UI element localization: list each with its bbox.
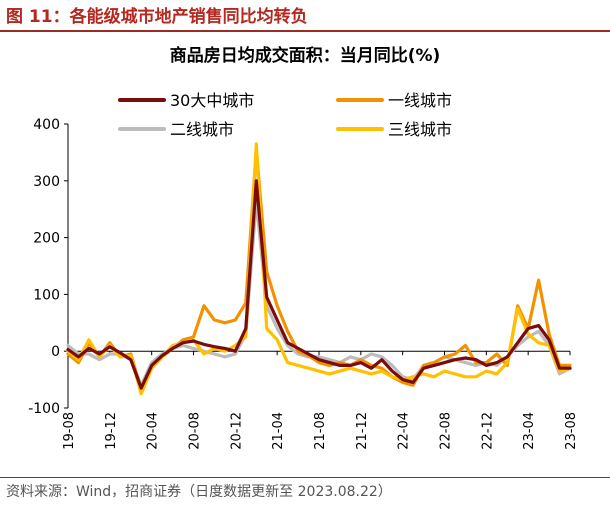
- y-tick-label: 300: [33, 174, 60, 190]
- legend-label: 一线城市: [388, 91, 452, 110]
- source-rule: [0, 477, 610, 478]
- y-tick-label: 0: [51, 344, 60, 360]
- x-tick-label: 19-08: [62, 412, 77, 450]
- legend-label: 三线城市: [388, 120, 452, 139]
- x-tick-label: 21-04: [271, 412, 286, 450]
- x-tick-label: 21-08: [313, 412, 328, 450]
- x-tick-label: 22-12: [480, 412, 495, 450]
- x-tick-label: 20-12: [229, 412, 244, 450]
- chart-title: 商品房日均成交面积：当月同比(%): [170, 45, 441, 66]
- title-rule: [0, 30, 610, 32]
- x-tick-label: 19-12: [104, 412, 119, 450]
- y-tick-label: -100: [28, 401, 60, 417]
- legend-label: 30大中城市: [170, 91, 254, 110]
- chart-axes: -100 0 100 200 300 400 19-08 19-12 20-04 20-08 20-…: [28, 117, 579, 450]
- series-line-1: [66, 179, 572, 390]
- x-tick-label: 21-12: [355, 412, 370, 450]
- y-tick-label: 200: [33, 231, 60, 247]
- x-tick-label: 22-04: [397, 412, 412, 450]
- y-tick-label: 400: [33, 117, 60, 133]
- legend-label: 二线城市: [170, 120, 234, 139]
- figure-title: 图 11：各能级城市地产销售同比均转负: [6, 7, 308, 27]
- x-tick-label: 20-04: [146, 412, 161, 450]
- source-note: 资料来源：Wind，招商证券（日度数据更新至 2023.08.22）: [6, 484, 392, 500]
- x-tick-label: 20-08: [188, 412, 203, 450]
- y-tick-label: 100: [33, 287, 60, 303]
- x-tick-label: 23-04: [522, 412, 537, 450]
- x-tick-label: 23-08: [564, 412, 579, 450]
- x-tick-label: 22-08: [439, 412, 454, 450]
- chart-series: [66, 142, 572, 396]
